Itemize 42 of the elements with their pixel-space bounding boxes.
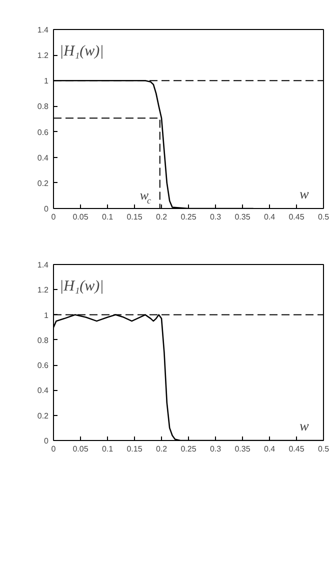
- x-tick-label: 0.05: [72, 444, 89, 454]
- x-tick-label: 0.2: [156, 212, 168, 222]
- y-tick-label: 0.8: [37, 336, 50, 345]
- y-tick-label: 1.4: [37, 26, 50, 34]
- y-tick-label: 1: [44, 310, 50, 320]
- x-tick-label: 0.2: [156, 444, 168, 454]
- x-tick-label: 0.3: [210, 212, 222, 222]
- y-tick-label: 0.6: [37, 361, 50, 370]
- x-tick-label: 0.25: [180, 212, 197, 222]
- x-tick-label: 0.15: [126, 212, 143, 222]
- y-axis-title: |H₁(w)|: [60, 278, 104, 294]
- x-tick-label: 0.45: [288, 212, 305, 222]
- x-tick-label: 0.35: [234, 444, 251, 454]
- x-tick-label: 0: [51, 212, 56, 222]
- x-tick-label: 0.3: [210, 444, 222, 454]
- y-axis-title: |H₁(w)|: [60, 44, 104, 60]
- x-tick-label: 0.35: [234, 212, 251, 222]
- x-tick-label: 0: [51, 444, 56, 454]
- y-tick-label: 0.4: [37, 153, 50, 162]
- y-tick-label: 0: [44, 436, 50, 446]
- y-tick-label: 0.6: [37, 128, 50, 137]
- y-tick-label: 0: [44, 204, 50, 214]
- x-tick-label: 0.1: [102, 212, 114, 222]
- x-tick-label: 0.4: [264, 212, 276, 222]
- y-tick-label: 1.2: [37, 286, 50, 295]
- y-tick-label: 1.4: [37, 260, 50, 270]
- x-tick-label: 0.25: [180, 444, 197, 454]
- x-tick-label: 0.5: [318, 444, 330, 454]
- x-tick-label: 0.1: [102, 444, 114, 454]
- y-tick-label: 0.2: [37, 178, 50, 188]
- x-tick-label: 0.15: [126, 444, 143, 454]
- y-tick-label: 1: [44, 76, 50, 86]
- y-tick-label: 0.8: [37, 102, 50, 112]
- x-axis-title: w: [300, 420, 310, 434]
- x-axis-title: w: [300, 188, 310, 202]
- x-tick-label: 0.05: [72, 212, 89, 222]
- y-tick-label: 1.2: [37, 51, 50, 60]
- x-tick-label: 0.45: [288, 444, 305, 454]
- x-tick-label: 0.5: [318, 212, 330, 222]
- y-tick-label: 0.4: [37, 386, 50, 396]
- y-tick-label: 0.2: [37, 411, 50, 420]
- x-tick-label: 0.4: [264, 444, 276, 454]
